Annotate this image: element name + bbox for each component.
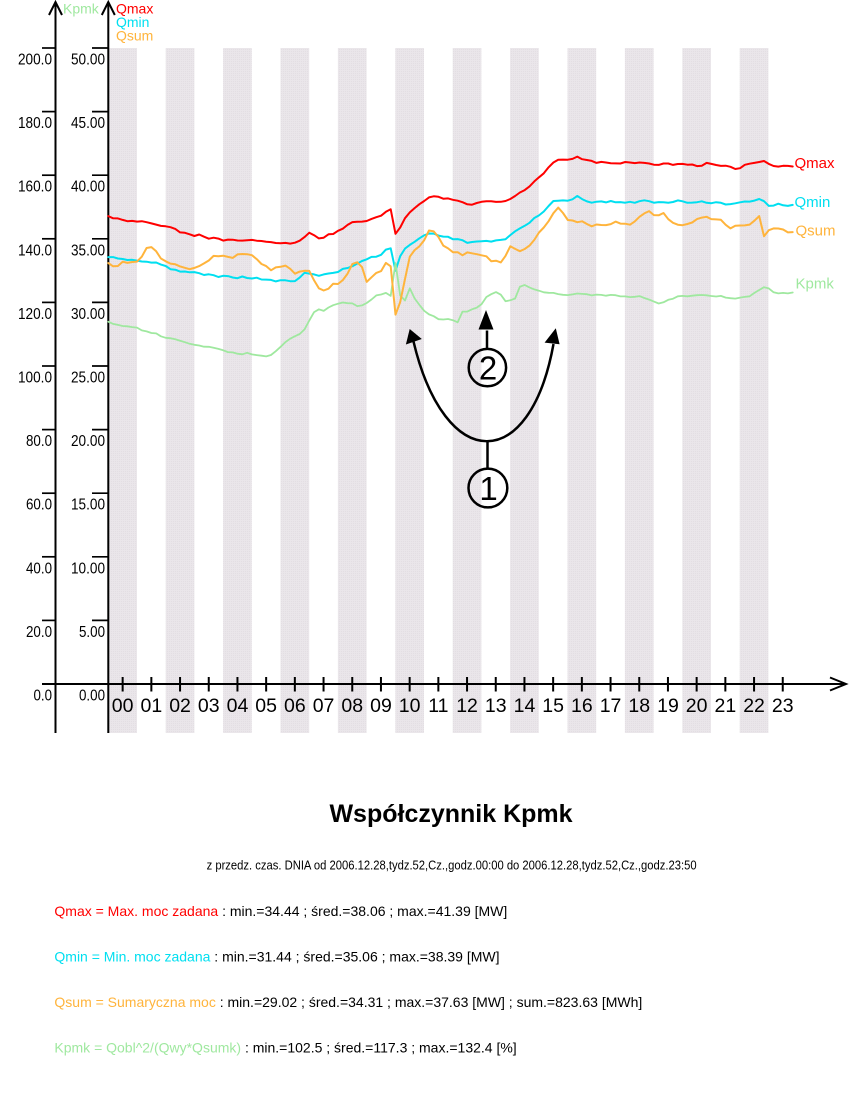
svg-text:20.0: 20.0 (26, 624, 52, 641)
svg-text:15: 15 (542, 695, 564, 717)
svg-text:09: 09 (370, 695, 392, 717)
svg-text:21: 21 (714, 695, 736, 717)
svg-text:140.0: 140.0 (18, 242, 52, 259)
svg-text:25.00: 25.00 (71, 370, 105, 387)
svg-text:0.0: 0.0 (34, 688, 53, 705)
svg-text:06: 06 (284, 695, 306, 717)
svg-text:180.0: 180.0 (18, 115, 52, 132)
svg-text:05: 05 (255, 695, 277, 717)
svg-text:0.00: 0.00 (79, 688, 105, 705)
svg-text:200.0: 200.0 (18, 52, 52, 69)
svg-text:12: 12 (456, 695, 478, 717)
svg-text:10.00: 10.00 (71, 560, 105, 577)
svg-text:23: 23 (772, 695, 794, 717)
svg-text:Qmin: Qmin (116, 14, 149, 30)
svg-text:Qmax: Qmax (116, 1, 153, 17)
svg-text:40.0: 40.0 (26, 560, 52, 577)
svg-text:19: 19 (657, 695, 679, 717)
svg-text:02: 02 (169, 695, 191, 717)
svg-text:50.00: 50.00 (71, 52, 105, 69)
svg-text:45.00: 45.00 (71, 115, 105, 132)
svg-text:00: 00 (112, 695, 134, 717)
svg-text:17: 17 (600, 695, 622, 717)
svg-text:04: 04 (227, 695, 249, 717)
svg-text:10: 10 (399, 695, 421, 717)
svg-text:03: 03 (198, 695, 220, 717)
svg-text:Qmin = Min. moc zadana : min.=: Qmin = Min. moc zadana : min.=31.44 ; śr… (54, 949, 499, 965)
svg-text:160.0: 160.0 (18, 179, 52, 196)
svg-text:40.00: 40.00 (71, 179, 105, 196)
svg-text:Qsum = Sumaryczna moc : min.=2: Qsum = Sumaryczna moc : min.=29.02 ; śre… (54, 994, 642, 1010)
svg-text:60.0: 60.0 (26, 497, 52, 514)
svg-text:20.00: 20.00 (71, 433, 105, 450)
svg-text:35.00: 35.00 (71, 242, 105, 259)
svg-text:Qmax: Qmax (795, 155, 836, 172)
svg-text:5.00: 5.00 (79, 624, 105, 641)
svg-text:Qmax = Max. moc zadana : min.=: Qmax = Max. moc zadana : min.=34.44 ; śr… (54, 903, 507, 919)
svg-text:30.00: 30.00 (71, 306, 105, 323)
svg-text:Współczynnik Kpmk: Współczynnik Kpmk (329, 800, 572, 828)
svg-text:100.0: 100.0 (18, 370, 52, 387)
svg-text:14: 14 (514, 695, 536, 717)
svg-text:Kpmk: Kpmk (63, 1, 100, 17)
svg-text:2: 2 (479, 349, 497, 386)
svg-text:16: 16 (571, 695, 593, 717)
svg-text:20: 20 (686, 695, 708, 717)
svg-text:120.0: 120.0 (18, 306, 52, 323)
svg-text:z przedz. czas. DNIA od 2006.1: z przedz. czas. DNIA od 2006.12.28,tydz.… (207, 858, 697, 873)
svg-text:Kpmk: Kpmk (796, 276, 835, 293)
svg-text:15.00: 15.00 (71, 497, 105, 514)
svg-text:07: 07 (313, 695, 335, 717)
svg-text:01: 01 (140, 695, 162, 717)
svg-text:Qmin: Qmin (795, 194, 831, 211)
svg-text:08: 08 (341, 695, 363, 717)
svg-text:13: 13 (485, 695, 507, 717)
svg-text:11: 11 (428, 695, 448, 717)
svg-text:Kpmk = Qobl^2/(Qwy*Qsumk) : mi: Kpmk = Qobl^2/(Qwy*Qsumk) : min.=102.5 ;… (54, 1040, 516, 1056)
svg-text:1: 1 (479, 470, 497, 507)
svg-text:22: 22 (743, 695, 765, 717)
svg-text:Qsum: Qsum (116, 28, 153, 44)
svg-text:18: 18 (628, 695, 650, 717)
svg-text:80.0: 80.0 (26, 433, 52, 450)
svg-text:Qsum: Qsum (796, 223, 836, 240)
